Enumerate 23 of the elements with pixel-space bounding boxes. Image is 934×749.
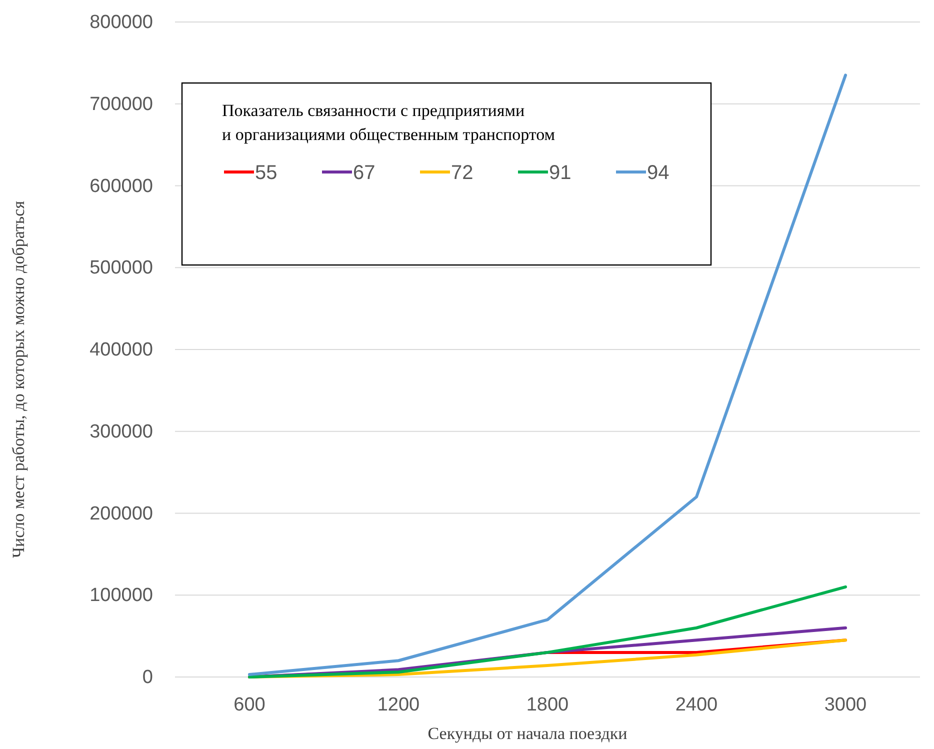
x-axis-title: Секунды от начала поездки (428, 724, 628, 743)
y-tick-label: 700000 (90, 94, 153, 115)
x-tick-label: 1200 (377, 694, 420, 716)
y-tick-label: 400000 (90, 340, 153, 361)
legend-label: 72 (451, 162, 474, 184)
y-axis-title: Число мест работы, до которых можно добраться (9, 200, 28, 558)
y-tick-label: 200000 (90, 503, 153, 524)
y-tick-label: 300000 (90, 421, 153, 442)
x-tick-label: 1800 (526, 694, 569, 716)
y-tick-label: 500000 (90, 258, 153, 279)
legend-label: 91 (549, 162, 572, 184)
line-series (248, 585, 847, 678)
y-tick-label: 100000 (90, 585, 153, 606)
y-tick-label: 0 (142, 667, 153, 688)
x-tick-label: 600 (234, 694, 266, 716)
x-tick-label: 3000 (824, 694, 867, 716)
legend-label: 94 (647, 162, 670, 184)
y-tick-label: 800000 (90, 12, 153, 34)
x-tick-label: 2400 (675, 694, 718, 716)
legend-label: 67 (353, 162, 376, 184)
legend-title: Показатель связанности с предприятиями и организациями общественным транспортом (222, 101, 556, 144)
legend-label: 55 (255, 162, 278, 184)
y-tick-label: 600000 (90, 176, 153, 197)
